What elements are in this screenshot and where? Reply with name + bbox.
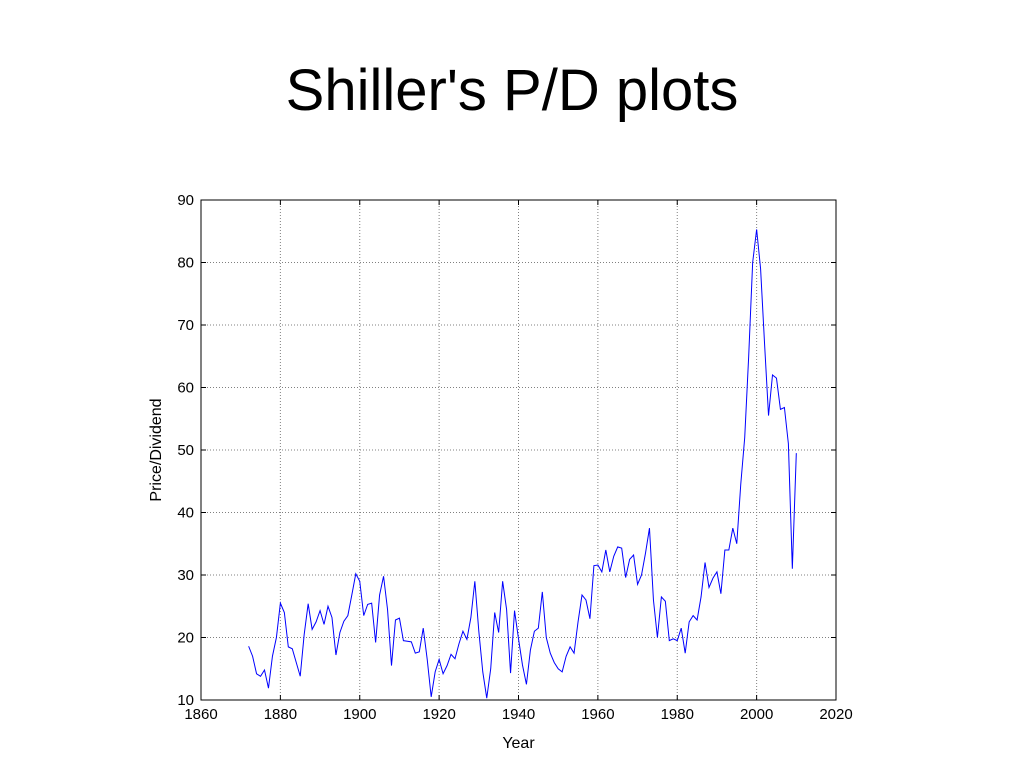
x-tick-label: 1920 — [422, 706, 455, 723]
y-tick-label: 50 — [177, 442, 194, 459]
x-tick-label: 1880 — [264, 706, 297, 723]
x-axis-label: Year — [502, 735, 535, 752]
x-tick-label: 2000 — [740, 706, 773, 723]
x-tick-label: 1980 — [661, 706, 694, 723]
y-tick-label: 70 — [177, 317, 194, 334]
y-tick-label: 90 — [177, 192, 194, 209]
x-tick-label: 2020 — [819, 706, 852, 723]
x-tick-labels: 1860 1880 1900 1920 1940 1960 1980 2000 2020 — [184, 706, 852, 723]
y-tick-labels: 10 20 30 40 50 60 70 80 90 — [177, 192, 194, 709]
y-tick-label: 10 — [177, 692, 194, 709]
x-tick-label: 1900 — [343, 706, 376, 723]
x-tick-label: 1960 — [581, 706, 614, 723]
x-tick-label: 1860 — [184, 706, 217, 723]
y-tick-label: 20 — [177, 630, 194, 647]
y-tick-label: 60 — [177, 380, 194, 397]
series-line — [248, 229, 797, 699]
axis-ticks — [200, 199, 837, 701]
y-tick-label: 30 — [177, 567, 194, 584]
slide-title: Shiller's P/D plots — [285, 58, 739, 123]
y-tick-label: 40 — [177, 505, 194, 522]
x-tick-label: 1940 — [502, 706, 535, 723]
y-axis-label: Price/Dividend — [148, 398, 165, 501]
y-tick-label: 80 — [177, 255, 194, 272]
chart-grid — [201, 200, 836, 700]
